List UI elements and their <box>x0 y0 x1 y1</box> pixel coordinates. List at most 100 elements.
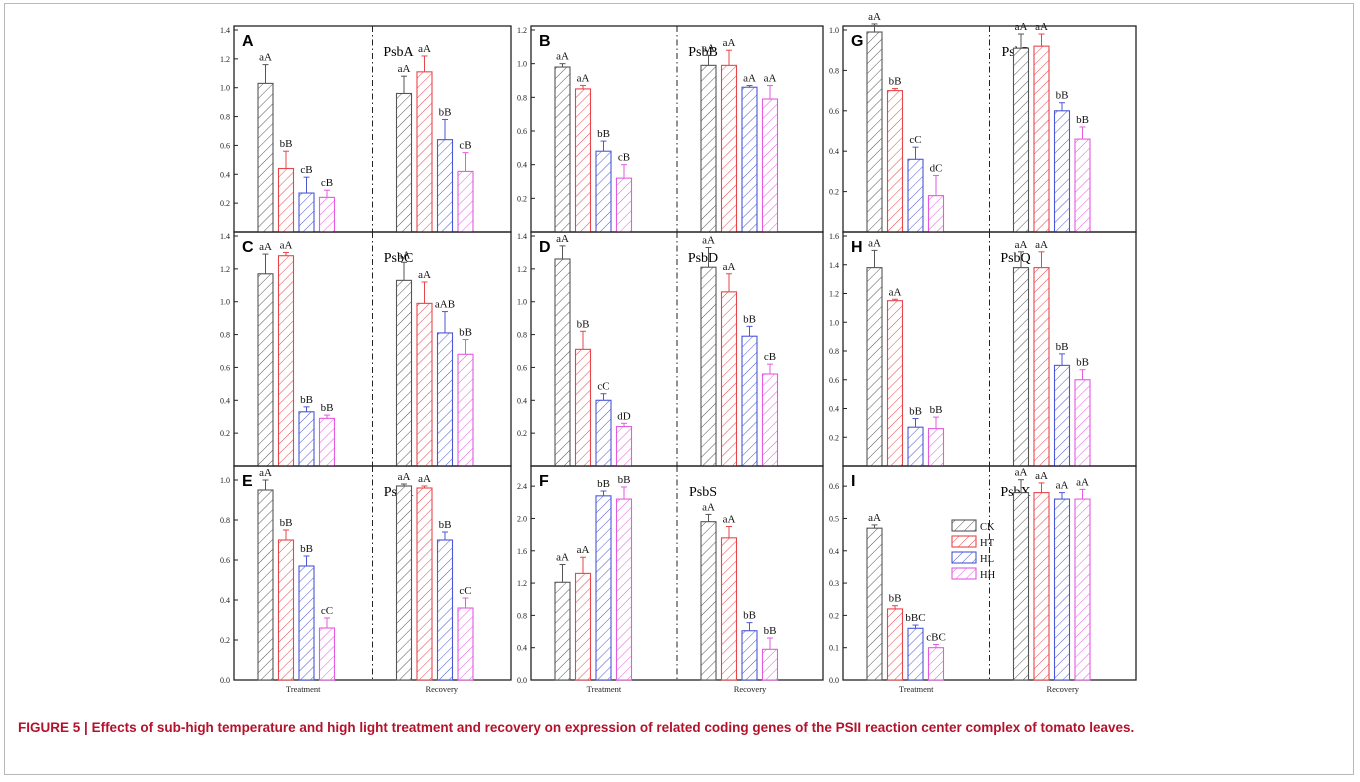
bar-hl <box>1053 110 1071 233</box>
bar-hh <box>927 647 945 681</box>
significance-label: aA <box>702 501 715 513</box>
significance-label: aA <box>889 286 902 298</box>
bar-hl <box>436 539 454 681</box>
y-tick-label: 1.2 <box>517 265 527 274</box>
significance-label: bB <box>439 519 452 531</box>
bar-ht <box>1033 492 1050 681</box>
y-tick-label: 0.2 <box>517 194 527 203</box>
y-tick-label: 2.0 <box>517 514 527 523</box>
significance-label: aA <box>1076 476 1089 488</box>
bar-hh <box>927 195 945 233</box>
bar-hl <box>741 630 758 681</box>
caption-text: Effects of sub-high temperature and high… <box>91 720 1135 735</box>
x-category-label: Recovery <box>734 684 767 694</box>
y-tick-label: 0.4 <box>517 644 527 653</box>
x-category-label: Treatment <box>587 684 622 694</box>
bar-hh <box>318 627 336 681</box>
y-tick-label: 1.6 <box>517 547 527 556</box>
panel-gene-title: PsbD <box>688 251 718 266</box>
significance-label: aA <box>1035 470 1048 482</box>
bar-ht <box>416 71 433 233</box>
bar-ht <box>277 539 295 681</box>
y-tick-label: 0.4 <box>829 147 839 156</box>
y-tick-label: 1.2 <box>829 290 839 299</box>
caption-label: FIGURE 5 | <box>18 720 88 735</box>
significance-label: cB <box>764 351 776 363</box>
bar-ck <box>866 31 883 233</box>
y-tick-label: 0.8 <box>517 331 527 340</box>
legend: CK HT HL HH <box>951 519 996 581</box>
bar-hl <box>1053 364 1071 467</box>
significance-label: aA <box>1035 21 1048 33</box>
significance-label: aA <box>723 261 736 273</box>
bar-ck <box>395 92 413 233</box>
bar-hh <box>1074 138 1091 233</box>
bar-hl <box>298 565 315 681</box>
y-tick-label: 0.5 <box>829 514 839 523</box>
bar-ht <box>574 88 592 233</box>
figure-frame <box>4 3 1354 775</box>
significance-label: aA <box>1015 467 1028 479</box>
panel-e: 0.00.20.40.60.81.0EPsbRaAbBbBcCTreatment… <box>220 465 512 694</box>
significance-label: aA <box>398 471 411 483</box>
y-tick-label: 0.2 <box>220 199 230 208</box>
significance-label: aA <box>280 239 293 251</box>
y-tick-label: 0.6 <box>220 363 230 372</box>
bar-hl <box>907 426 924 467</box>
significance-label: dC <box>930 162 943 174</box>
panel-d: 0.2 0.4 0.6 0.8 1.0 1.2 1.4 D PsbD aA bB cC dD aA aA bB… <box>517 231 824 467</box>
bar-ht <box>277 255 295 467</box>
y-tick-label: 0.6 <box>220 141 230 150</box>
y-tick-label: 1.4 <box>517 232 527 241</box>
significance-label: aA <box>259 241 272 253</box>
y-tick-label: 0.4 <box>517 396 527 405</box>
y-tick-label: 0.6 <box>829 107 839 116</box>
y-tick-label: 1.0 <box>220 298 230 307</box>
significance-label: bB <box>909 406 922 418</box>
significance-label: bB <box>743 610 756 622</box>
figure-panels: 0.2 0.4 0.6 0.8 1.0 1.2 1.4 A PsbA aA bB cB cB aA aA bB… <box>220 11 1137 694</box>
y-tick-label: 0.8 <box>220 516 230 525</box>
y-tick-label: 0.8 <box>517 611 527 620</box>
y-tick-label: 1.6 <box>829 232 839 241</box>
significance-label: dD <box>617 410 631 422</box>
y-tick-label: 0.6 <box>517 363 527 372</box>
bar-hl <box>741 335 758 467</box>
significance-label: bB <box>300 394 313 406</box>
significance-label: aA <box>1015 21 1028 33</box>
bar-ht <box>720 291 738 467</box>
significance-label: aA <box>556 233 569 245</box>
significance-label: aA <box>1035 239 1048 251</box>
y-tick-label: 1.4 <box>829 261 839 270</box>
y-tick-label: 1.0 <box>517 60 527 69</box>
bar-hh <box>1074 379 1091 467</box>
significance-label: aA <box>702 42 715 54</box>
y-tick-label: 0.8 <box>517 93 527 102</box>
significance-label: bB <box>439 106 452 118</box>
y-tick-label: 0.6 <box>220 556 230 565</box>
bar-hl <box>907 627 924 681</box>
y-tick-label: 0.4 <box>829 547 839 556</box>
bar-ck <box>257 273 274 467</box>
bar-hh <box>1074 498 1091 681</box>
significance-label: bB <box>597 478 610 490</box>
significance-label: bB <box>300 543 313 555</box>
y-tick-label: 1.0 <box>220 476 230 485</box>
significance-label: cB <box>300 164 312 176</box>
bar-ht <box>720 537 738 681</box>
y-tick-label: 1.0 <box>829 318 839 327</box>
bar-ht <box>574 572 592 681</box>
significance-label: aA <box>868 11 881 23</box>
bar-ht <box>416 302 433 467</box>
panel-letter: G <box>851 33 863 50</box>
y-tick-label: 0.2 <box>829 433 839 442</box>
significance-label: aA <box>259 467 272 479</box>
significance-label: cBC <box>926 631 946 643</box>
legend-swatch-hh <box>951 567 977 580</box>
bar-ht <box>277 167 295 233</box>
significance-label: bB <box>889 593 902 605</box>
x-category-label: Treatment <box>286 684 321 694</box>
y-tick-label: 0.2 <box>829 611 839 620</box>
panel-letter: B <box>539 33 551 50</box>
